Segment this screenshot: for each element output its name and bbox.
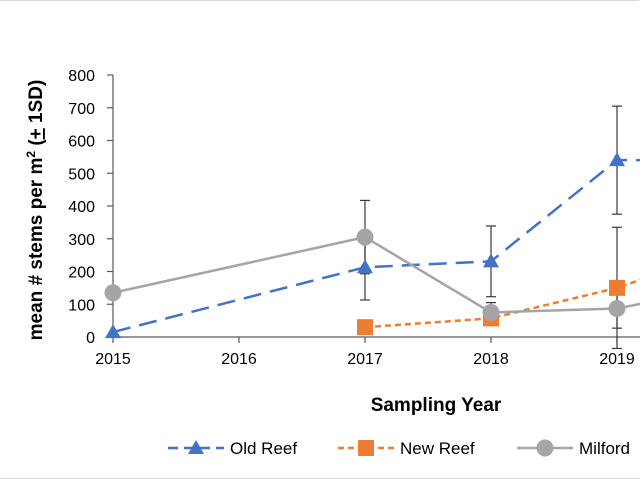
new-reef-marker: [609, 279, 625, 296]
x-tick-label: 2018: [473, 351, 509, 368]
y-tick-label: 300: [68, 232, 95, 249]
legend-old-reef-label: Old Reef: [230, 439, 297, 458]
milford-marker: [608, 300, 626, 318]
new-reef-marker: [357, 319, 373, 336]
milford-marker: [482, 303, 500, 321]
y-axis-title-open: (: [26, 139, 47, 151]
legend-new-reef-marker: [358, 440, 374, 456]
y-tick-label: 800: [68, 68, 95, 85]
y-axis-title: mean # stems per m2 (+ 1SD): [24, 80, 47, 341]
y-tick-label: 0: [86, 330, 95, 347]
y-tick-label: 100: [68, 297, 95, 314]
old-reef-marker: [483, 253, 499, 268]
old-reef-marker: [105, 324, 121, 339]
y-tick-label: 400: [68, 199, 95, 216]
legend-old-reef-marker: [188, 440, 204, 454]
tick-labels: 0 100 200 300 400 500 600 700 800 2015 2016 2017 201…: [68, 68, 635, 368]
milford-marker: [356, 228, 374, 246]
axes: [107, 74, 640, 343]
y-axis-title-main: mean # stems per m: [26, 158, 47, 341]
x-tick-label: 2019: [599, 351, 635, 368]
old-reef-line: [112, 158, 640, 334]
legend: Old Reef New Reef Milford: [168, 439, 630, 458]
series-markers: [104, 152, 626, 339]
y-axis-title-rest: 1SD): [26, 80, 47, 129]
legend-new-reef-label: New Reef: [400, 439, 475, 458]
x-tick-label: 2015: [95, 351, 131, 368]
old-reef-marker: [357, 259, 373, 274]
milford-marker: [104, 284, 122, 302]
y-tick-label: 600: [68, 134, 95, 151]
x-axis-title: Sampling Year: [371, 395, 502, 416]
old-reef-marker: [609, 152, 625, 167]
x-tick-label: 2016: [221, 351, 257, 368]
y-tick-label: 200: [68, 265, 95, 282]
y-axis-title-superscript: 2: [24, 151, 38, 158]
x-tick-label: 2017: [347, 351, 383, 368]
y-tick-label: 700: [68, 101, 95, 118]
new-reef-line: [364, 278, 640, 329]
milford-line: [112, 235, 640, 314]
y-axis-title-plusminus: +: [26, 128, 47, 139]
legend-milford-label: Milford: [579, 439, 630, 458]
series-lines: [112, 158, 640, 334]
y-tick-label: 500: [68, 166, 95, 183]
legend-milford-marker: [536, 439, 554, 457]
